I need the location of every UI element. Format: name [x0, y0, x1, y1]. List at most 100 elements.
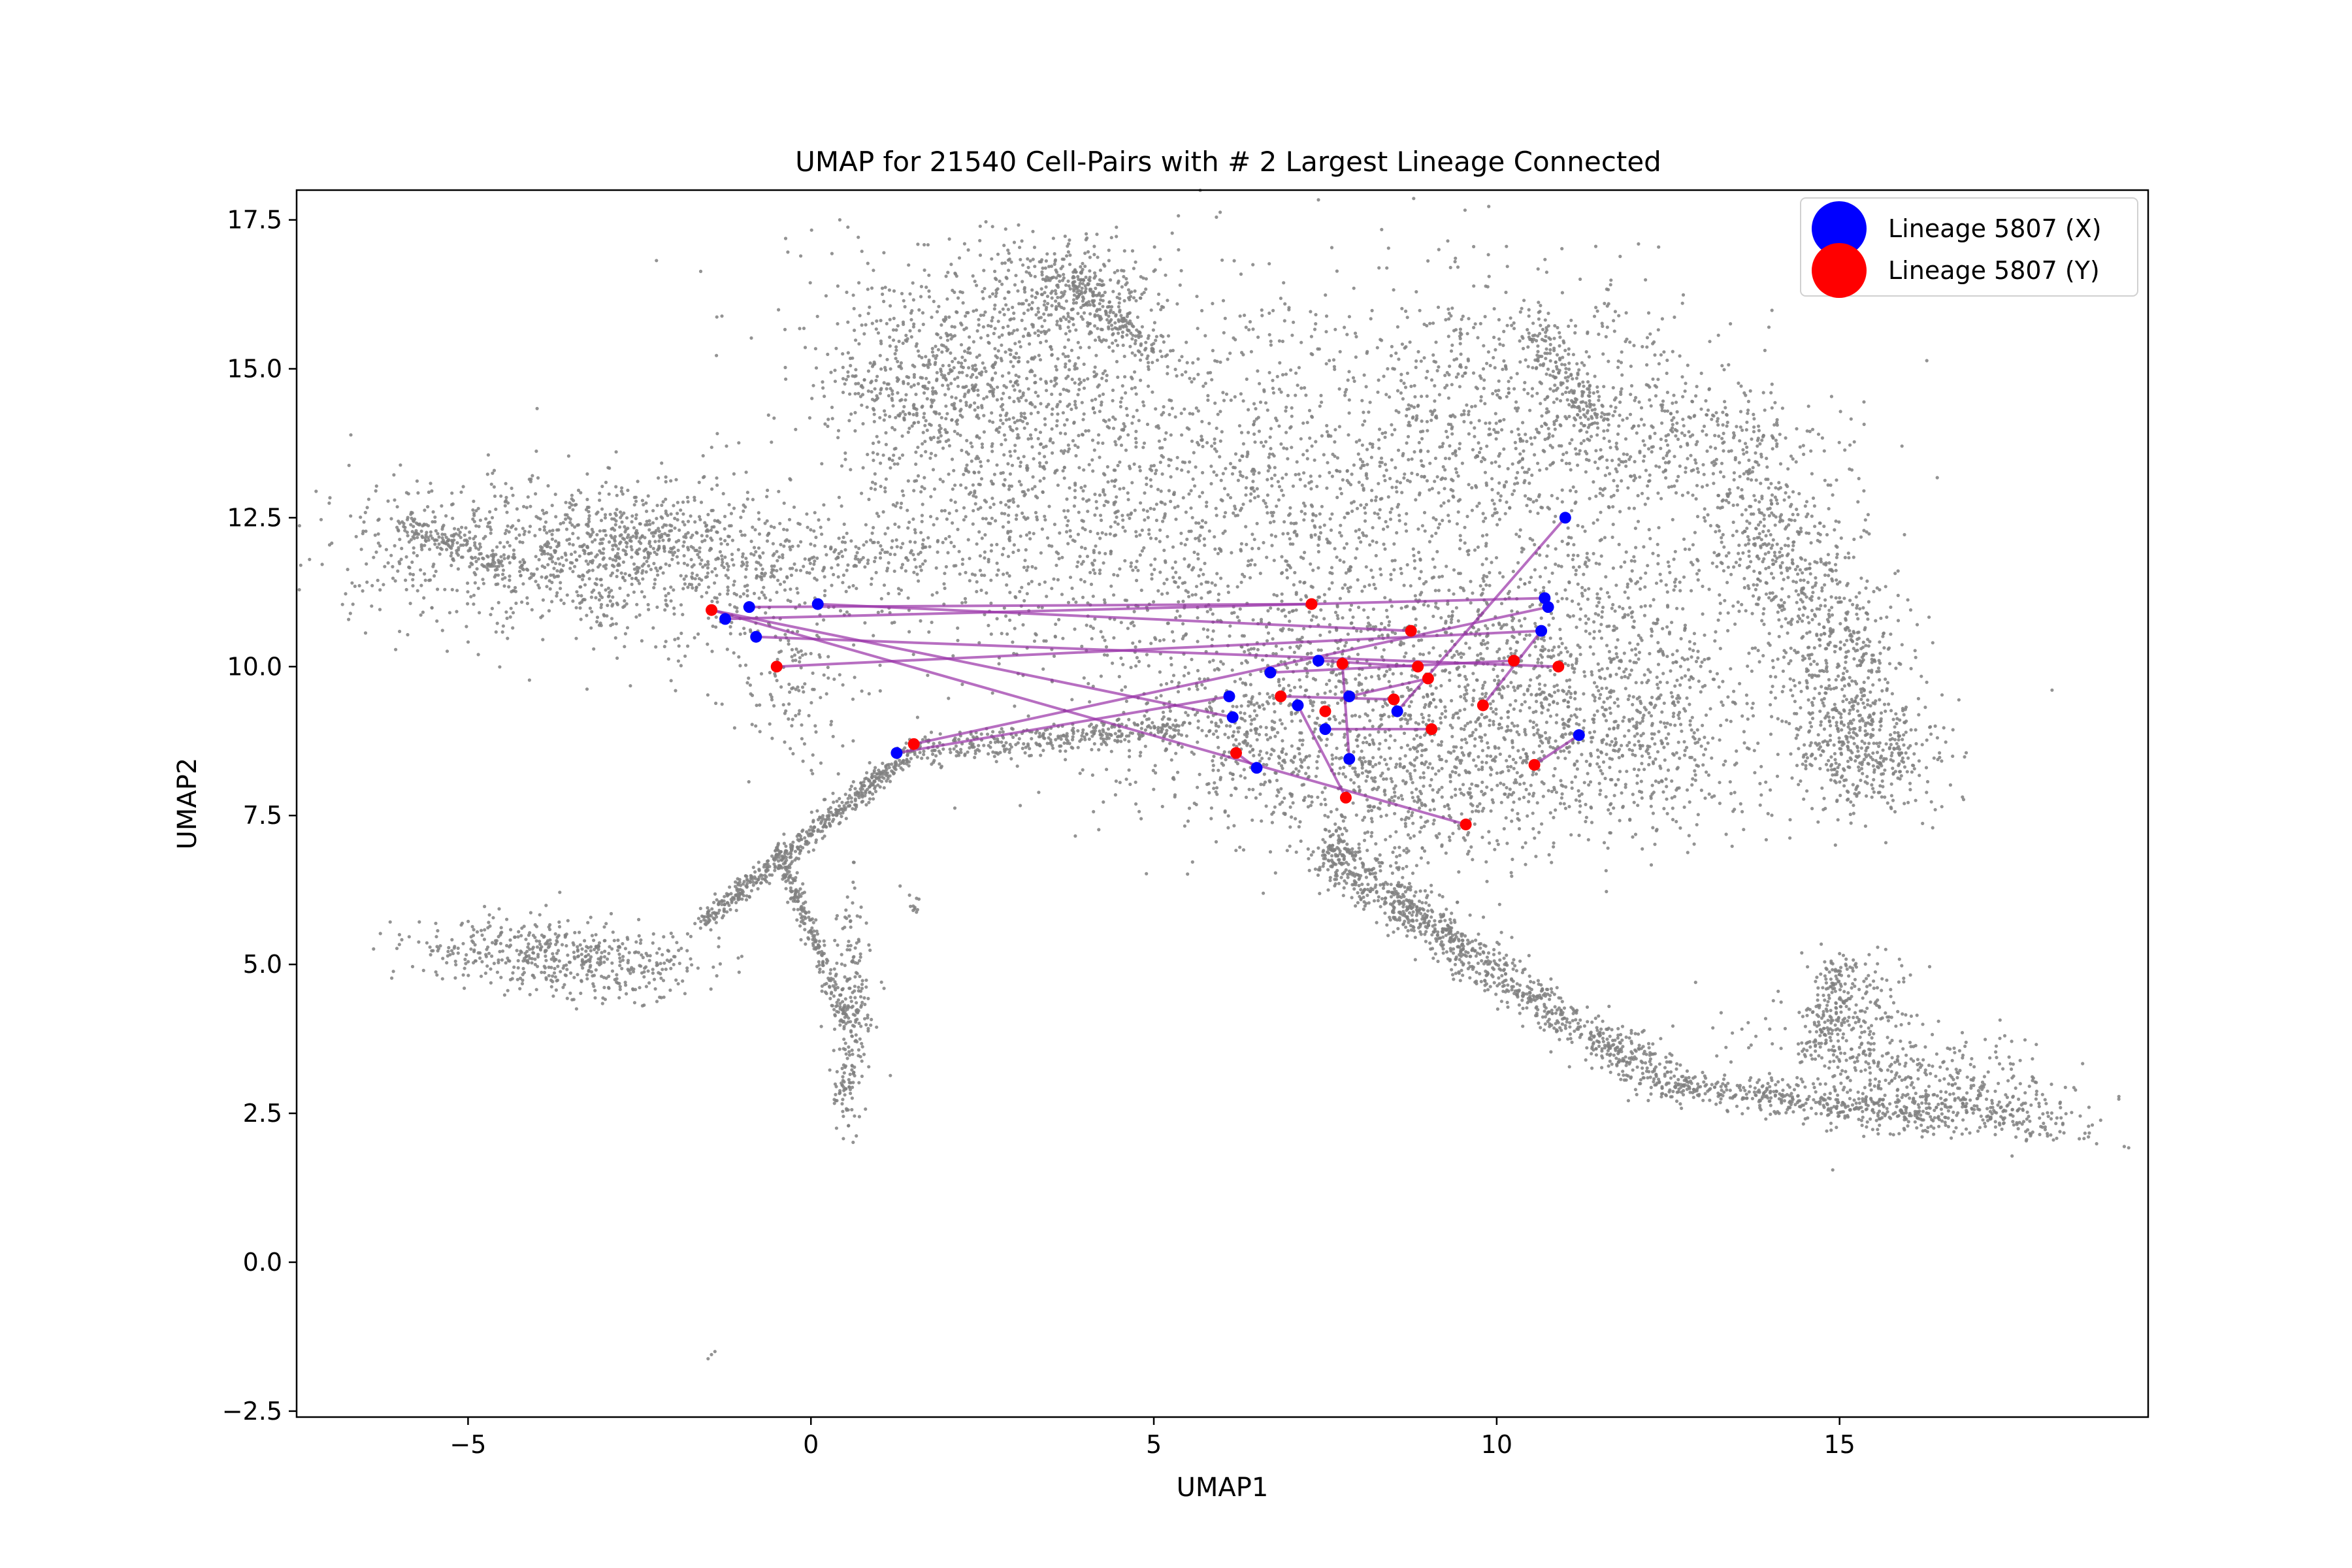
- background-cell-point: [1675, 649, 1679, 653]
- background-cell-point: [745, 561, 749, 564]
- background-cell-point: [578, 554, 581, 558]
- background-cell-point: [1642, 545, 1646, 549]
- background-cell-point: [1448, 444, 1452, 448]
- background-cell-point: [1318, 512, 1322, 516]
- background-cell-point: [1377, 482, 1380, 485]
- background-cell-point: [1693, 458, 1697, 462]
- background-cell-point: [609, 623, 613, 627]
- background-cell-point: [1485, 444, 1489, 448]
- background-cell-point: [1028, 342, 1032, 346]
- background-cell-point: [662, 544, 666, 549]
- background-cell-point: [1016, 289, 1020, 293]
- background-cell-point: [1158, 257, 1162, 261]
- background-cell-point: [1362, 463, 1366, 467]
- background-cell-point: [1284, 472, 1288, 476]
- background-cell-point: [987, 340, 990, 344]
- background-cell-point: [783, 327, 787, 331]
- background-cell-point: [347, 617, 351, 621]
- background-cell-point: [1062, 476, 1066, 480]
- background-cell-point: [1223, 316, 1227, 320]
- background-cell-point: [1215, 215, 1218, 219]
- background-cell-point: [1516, 470, 1520, 475]
- background-cell-point: [1205, 635, 1209, 639]
- background-cell-point: [1386, 495, 1390, 499]
- background-cell-point: [1215, 572, 1219, 576]
- background-cell-point: [1396, 502, 1401, 506]
- background-cell-point: [1154, 407, 1158, 411]
- background-cell-point: [1620, 350, 1624, 354]
- background-cell-point: [896, 324, 900, 328]
- background-cell-point: [1226, 584, 1230, 588]
- background-cell-point: [1612, 329, 1616, 333]
- background-cell-point: [943, 428, 947, 432]
- background-cell-point: [615, 508, 619, 512]
- background-cell-point: [994, 294, 998, 298]
- background-cell-point: [1243, 314, 1247, 318]
- background-cell-point: [1068, 253, 1072, 257]
- background-cell-point: [904, 412, 907, 417]
- background-cell-point: [975, 580, 979, 584]
- background-cell-point: [615, 656, 619, 661]
- background-cell-point: [1082, 362, 1086, 367]
- background-cell-point: [1333, 327, 1337, 331]
- background-cell-point: [901, 341, 905, 346]
- background-cell-point: [624, 540, 628, 544]
- background-cell-point: [1222, 331, 1226, 335]
- background-cell-point: [546, 544, 550, 548]
- background-cell-point: [974, 495, 978, 499]
- background-cell-point: [549, 546, 553, 549]
- background-cell-point: [351, 602, 355, 606]
- background-cell-point: [1022, 565, 1026, 569]
- background-cell-point: [983, 310, 987, 314]
- background-cell-point: [730, 621, 734, 625]
- background-cell-point: [420, 547, 424, 551]
- background-cell-point: [679, 664, 683, 668]
- background-cell-point: [1073, 399, 1077, 404]
- background-cell-point: [1925, 359, 1929, 363]
- background-cell-point: [1238, 470, 1242, 474]
- background-cell-point: [1072, 504, 1076, 508]
- background-cell-point: [1699, 664, 1703, 668]
- background-cell-point: [419, 583, 423, 587]
- background-cell-point: [440, 629, 444, 632]
- background-cell-point: [715, 432, 719, 436]
- background-cell-point: [1142, 441, 1147, 445]
- background-cell-point: [1646, 311, 1651, 315]
- background-cell-point: [1214, 506, 1218, 510]
- background-cell-point: [950, 457, 955, 461]
- background-cell-point: [619, 510, 623, 514]
- background-cell-point: [810, 397, 814, 400]
- background-cell-point: [823, 422, 827, 426]
- background-cell-point: [1144, 277, 1148, 281]
- background-cell-point: [365, 506, 369, 510]
- background-cell-point: [1034, 391, 1037, 395]
- background-cell-point: [1269, 511, 1273, 515]
- background-cell-point: [1256, 495, 1260, 498]
- background-cell-point: [681, 587, 685, 591]
- background-cell-point: [1586, 597, 1590, 601]
- background-cell-point: [1406, 434, 1411, 438]
- background-cell-point: [1062, 451, 1066, 455]
- background-cell-point: [682, 535, 686, 539]
- background-cell-point: [1004, 303, 1008, 307]
- background-cell-point: [865, 405, 869, 409]
- background-cell-point: [996, 252, 1000, 256]
- background-cell-point: [1030, 487, 1034, 491]
- background-cell-point: [1420, 436, 1424, 441]
- background-cell-point: [363, 510, 367, 515]
- background-cell-point: [1062, 387, 1066, 391]
- background-cell-point: [759, 672, 764, 676]
- background-cell-point: [1094, 353, 1098, 357]
- background-cell-point: [1640, 491, 1644, 495]
- background-cell-point: [1201, 384, 1205, 388]
- background-cell-point: [1068, 368, 1071, 372]
- background-cell-point: [1188, 376, 1192, 380]
- background-cell-point: [935, 377, 939, 382]
- background-cell-point: [1354, 529, 1358, 533]
- background-cell-point: [1015, 764, 1019, 768]
- background-cell-point: [1594, 449, 1598, 453]
- background-cell-point: [1130, 249, 1135, 253]
- background-cell-point: [1125, 281, 1129, 285]
- background-cell-point: [1354, 355, 1358, 359]
- background-cell-point: [784, 377, 788, 381]
